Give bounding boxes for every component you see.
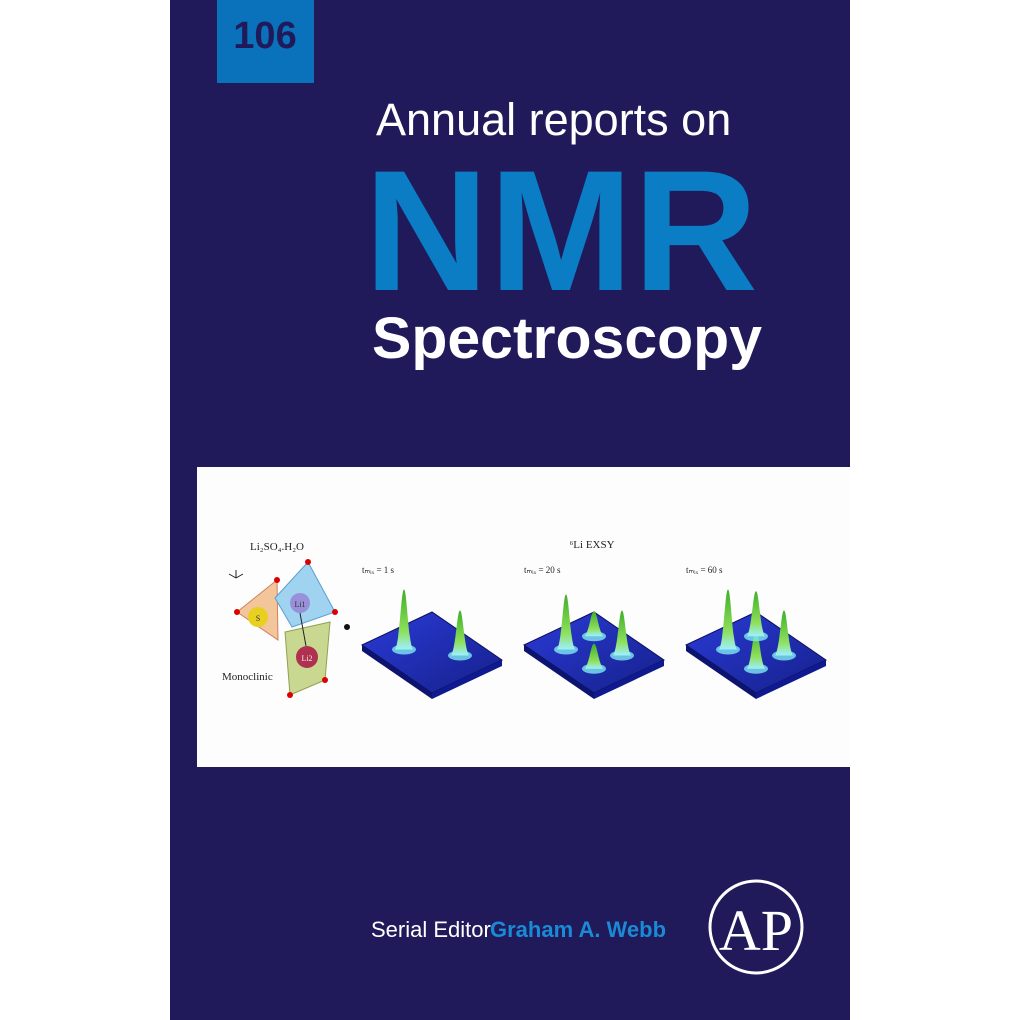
- title: NMR: [364, 135, 758, 327]
- peak: [395, 589, 413, 650]
- peak: [747, 591, 765, 637]
- cover-figure: Li₂SO₄.H₂O S Li1 Li2 Monoclinic ⁶Li EXSY…: [197, 467, 850, 767]
- plot-side: [756, 660, 826, 699]
- plot-side: [362, 645, 432, 699]
- publisher-logo-ring: [708, 879, 804, 975]
- volume-box: [217, 0, 314, 83]
- peak: [585, 643, 603, 669]
- plot-side: [686, 645, 756, 699]
- exsy-plots: [360, 589, 828, 699]
- peak: [775, 610, 793, 656]
- peak: [557, 594, 575, 650]
- atom-label: Li2: [301, 654, 312, 663]
- plot-side: [432, 660, 502, 699]
- series-line: Annual reports on: [376, 94, 731, 145]
- peak: [613, 610, 631, 656]
- compound-label: Li₂SO₄.H₂O: [250, 541, 304, 553]
- plot-side: [594, 660, 664, 699]
- peak: [719, 589, 737, 650]
- editor-name: Graham A. Webb: [490, 917, 666, 942]
- peak: [585, 611, 603, 637]
- atom-label: Li1: [294, 600, 305, 609]
- atom-label: S: [256, 614, 260, 623]
- editor-label: Serial Editor: [371, 917, 491, 942]
- volume-number: 106: [233, 15, 296, 57]
- subtitle: Spectroscopy: [372, 306, 762, 371]
- panel-label: tₘᵢₓ = 1 s: [362, 565, 395, 575]
- peak: [451, 610, 469, 656]
- plot-side: [524, 645, 594, 699]
- crystal-structure: [228, 559, 350, 698]
- publisher-logo: AP: [719, 898, 793, 963]
- panel-label: tₘᵢₓ = 60 s: [686, 565, 723, 575]
- panel-label: tₘᵢₓ = 20 s: [524, 565, 561, 575]
- experiment-label: ⁶Li EXSY: [569, 539, 614, 551]
- peak: [747, 628, 765, 669]
- structure-label: Monoclinic: [222, 671, 273, 683]
